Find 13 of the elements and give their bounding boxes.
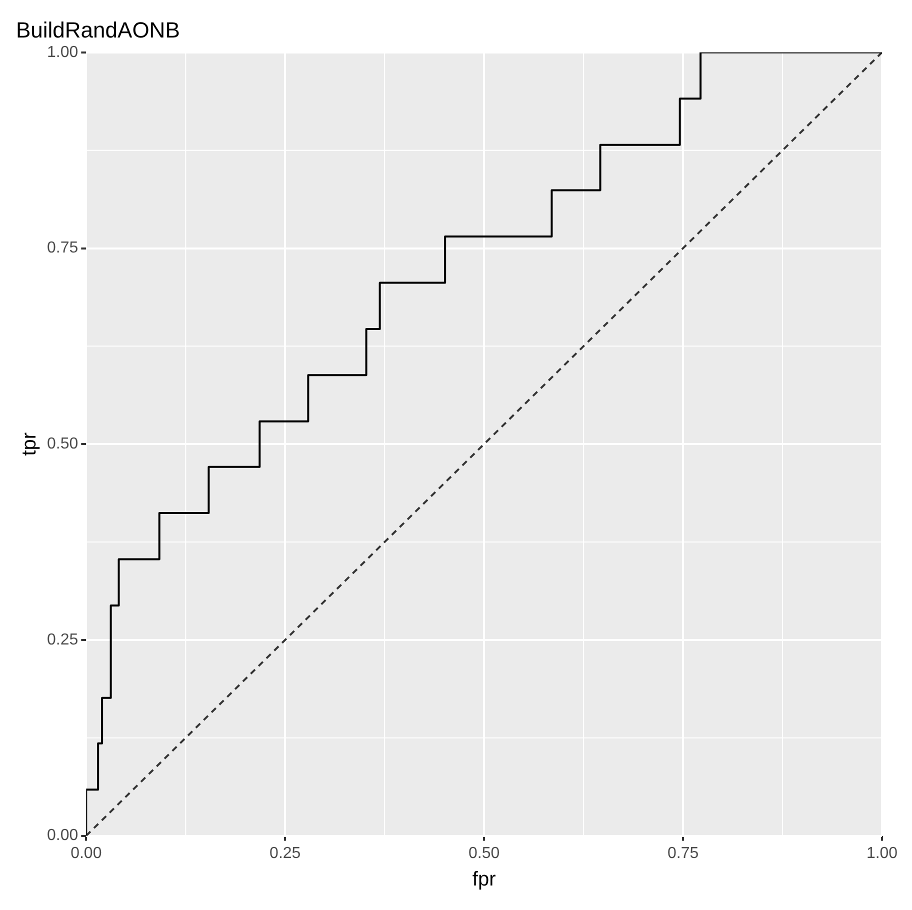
- x-axis-title: fpr: [472, 868, 496, 891]
- x-tick-label: 0.50: [468, 844, 500, 862]
- chart-title: BuildRandAONB: [16, 17, 180, 42]
- x-tick-label: 1.00: [866, 844, 898, 862]
- y-axis-title: tpr: [18, 432, 41, 456]
- y-tick-label: 0.25: [47, 631, 78, 648]
- x-tick-label: 0.00: [70, 844, 102, 862]
- y-tick-label: 1.00: [47, 44, 78, 61]
- y-tick-label: 0.75: [47, 240, 78, 257]
- x-tick-label: 0.25: [270, 844, 301, 862]
- x-tick-label: 0.75: [667, 844, 699, 862]
- y-tick-label: 0.50: [47, 436, 78, 453]
- y-tick-label: 0.00: [47, 827, 78, 844]
